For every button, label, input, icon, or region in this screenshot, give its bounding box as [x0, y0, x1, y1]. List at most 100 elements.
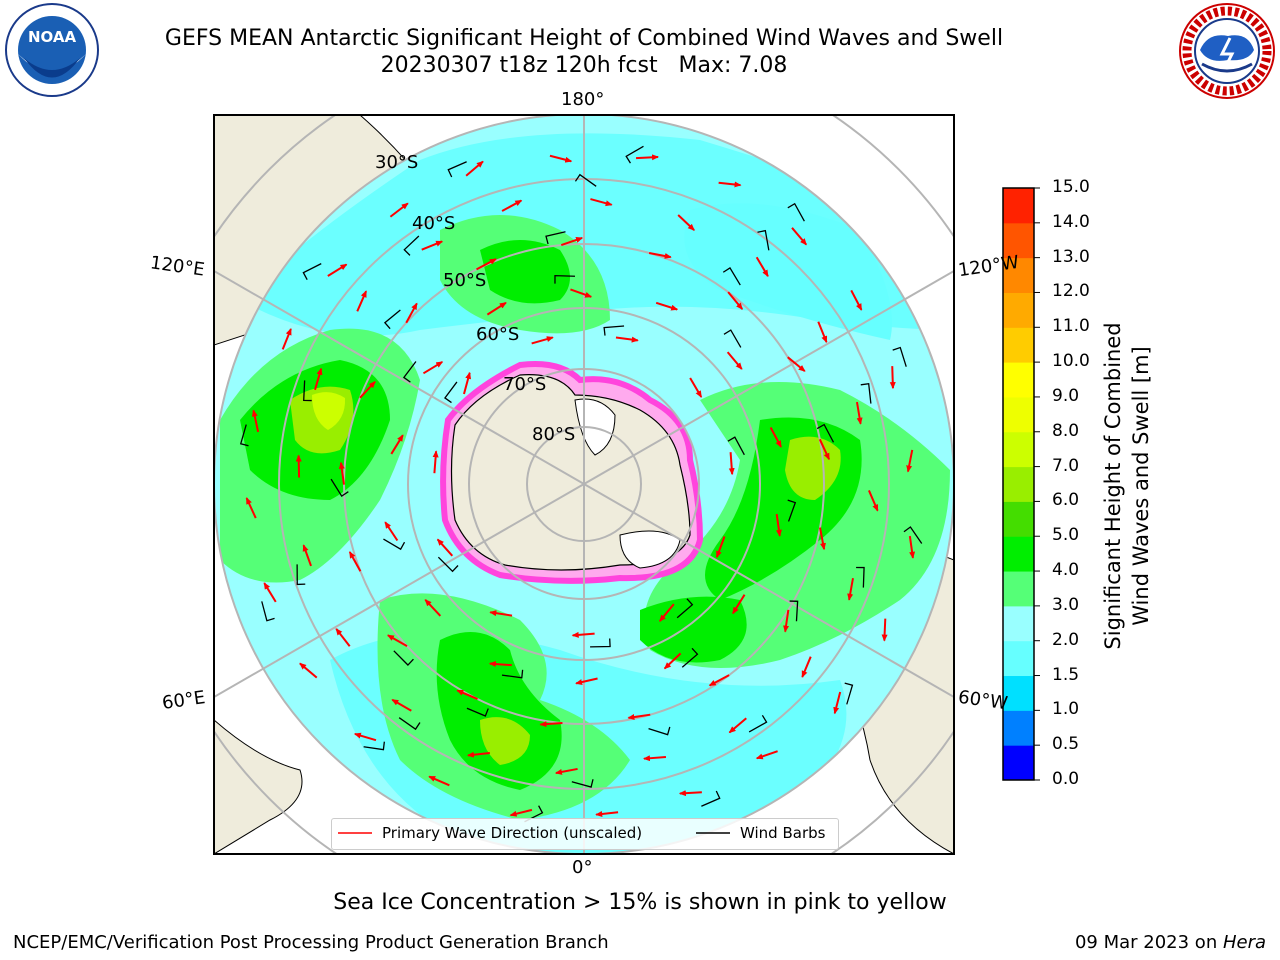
colorbar-title: Significant Height of Combined Wind Wave… [1101, 322, 1153, 649]
wave-arrow [677, 214, 695, 231]
wind-barb [437, 556, 459, 573]
wave-arrow [476, 258, 497, 271]
colorbar-tick-label: 0.0 [1052, 769, 1080, 789]
wave-arrow [560, 236, 584, 247]
footer-date: 09 Mar 2023 on Hera [1075, 932, 1266, 953]
wind-barb [816, 423, 835, 443]
wind-barb [787, 499, 797, 522]
lat-label-70s: 70°S [503, 374, 547, 395]
wind-barb [681, 647, 699, 668]
wave-arrow [636, 154, 660, 161]
wave-arrow [424, 599, 442, 617]
wave-arrow [428, 775, 450, 787]
colorbar-segment [1003, 501, 1034, 537]
wind-barb [302, 263, 322, 280]
wind-barb [296, 564, 306, 586]
wave-arrow [819, 527, 826, 551]
lat-label-50s: 50°S [443, 270, 487, 291]
lat-label-60s: 60°S [476, 324, 520, 345]
noaa-logo: NOAA [5, 3, 99, 97]
legend-wave-swatch [338, 832, 372, 834]
colorbar-tick-label: 7.0 [1052, 455, 1080, 476]
wave-arrow [421, 240, 444, 251]
colorbar-tick-label: 5.0 [1052, 525, 1080, 546]
wave-arrow [359, 381, 376, 399]
colorbar-segment [1003, 188, 1034, 224]
lat-label-40s: 40°S [412, 213, 456, 234]
wave-arrow [847, 577, 854, 601]
wind-barb [757, 229, 770, 251]
wave-arrow [353, 732, 377, 742]
wind-barb [554, 274, 576, 284]
wave-arrow [590, 198, 613, 207]
chart-subtitle: 20230307 t18z 120h fcst Max: 7.08 [380, 53, 788, 78]
wave-arrow [787, 356, 806, 372]
wind-barb [239, 424, 249, 447]
wave-arrow [466, 751, 490, 758]
wave-height-5m-south [480, 717, 530, 765]
wave-arrow [531, 336, 554, 345]
wind-barb [727, 436, 745, 456]
wave-arrow [595, 810, 619, 817]
colorbar-tick-label: 6.0 [1052, 490, 1080, 511]
nws-logo [1179, 3, 1275, 99]
wind-barb [723, 329, 742, 348]
wave-height-4m-south [436, 632, 562, 790]
wave-arrow [663, 652, 682, 670]
wave-arrow [314, 367, 323, 391]
map-frame [213, 114, 955, 855]
wave-arrow [489, 610, 513, 617]
wave-arrow [906, 449, 914, 473]
colorbar-tick-label: 12.0 [1052, 281, 1090, 302]
lat-label-80s: 80°S [532, 424, 576, 445]
svg-text:NOAA: NOAA [28, 28, 77, 46]
colorbar-segment [1003, 292, 1034, 328]
wave-height-4m-nz [480, 240, 570, 304]
wave-arrow [463, 371, 472, 395]
wave-arrow [881, 618, 888, 642]
wave-arrow [302, 544, 312, 567]
wind-barb [403, 235, 420, 256]
legend-barb-label: Wind Barbs [740, 824, 826, 842]
wave-arrow [575, 677, 598, 685]
wave-arrow [281, 328, 292, 350]
wave-arrow [384, 521, 399, 542]
wave-arrow [488, 661, 512, 667]
wave-arrow [801, 656, 812, 678]
wave-arrow [718, 181, 742, 188]
wind-barb [701, 790, 721, 807]
wave-arrow [509, 808, 533, 817]
wave-arrow [728, 452, 735, 476]
wave-arrow [615, 336, 639, 343]
colorbar-segment [1003, 222, 1034, 259]
wind-barb [466, 707, 489, 717]
wind-barb [383, 309, 401, 330]
wind-barb [444, 381, 458, 404]
wave-arrow [678, 790, 702, 797]
wave-arrow [422, 361, 444, 375]
wave-arrow [708, 674, 730, 687]
colorbar-tick-label: 10.0 [1052, 351, 1090, 372]
colorbar-segment [1003, 327, 1034, 363]
wind-barb [625, 145, 644, 164]
lon-label-180: 180° [561, 89, 605, 110]
colorbar-segment [1003, 675, 1034, 711]
wave-arrow [338, 461, 345, 485]
weddell-ice-shelf [619, 530, 681, 569]
wave-arrow [570, 288, 593, 298]
wave-arrow [655, 301, 679, 311]
wave-arrow [627, 713, 651, 720]
colorbar-tick-label: 8.0 [1052, 420, 1080, 441]
chart-title: GEFS MEAN Antarctic Significant Height o… [164, 26, 1004, 51]
wind-barb [603, 325, 625, 336]
colorbar-segment [1003, 640, 1034, 677]
wave-arrow [755, 256, 769, 278]
wind-barb [402, 361, 417, 383]
colorbar-segment [1003, 396, 1034, 433]
wind-barbs [239, 145, 923, 823]
wind-barb [722, 267, 741, 286]
lat-label-30s: 30°S [375, 152, 419, 173]
wave-arrow [245, 497, 257, 519]
wind-barb [676, 598, 694, 619]
colorbar-tick-label: 0.5 [1052, 734, 1080, 755]
